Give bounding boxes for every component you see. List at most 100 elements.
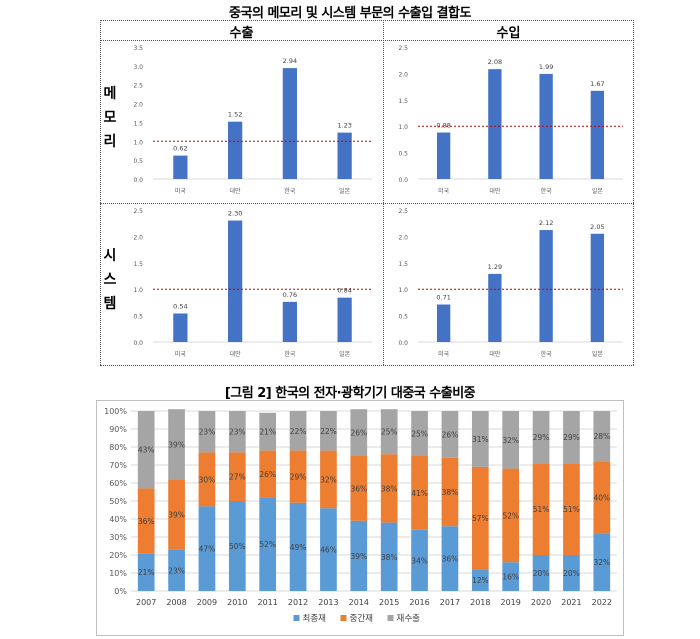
data-label: 23% [229,428,246,437]
x-tick-label: 2015 [379,598,399,607]
data-label: 1.99 [539,63,553,71]
data-label: 38% [381,553,398,562]
data-label: 16% [502,573,519,582]
y-tick-label: 0.0 [398,340,408,347]
stacked-bar-segment [137,553,155,591]
stacked-bar-segment [593,411,611,462]
x-tick-label: 2014 [349,598,369,607]
data-label: 22% [290,427,307,436]
legend-label: 재수출 [397,613,421,624]
y-tick-label: 2.5 [398,208,408,215]
y-tick-label: 1.5 [398,98,408,105]
data-label: 25% [411,430,428,439]
data-label: 28% [593,432,610,441]
data-label: 38% [442,488,459,497]
grid-line-right [633,20,634,365]
figure2-title: [그림 2] 한국의 전자·광학기기 대중국 수출비중 [224,386,476,401]
stacked-bar-segment [593,461,611,534]
stacked-bar-segment [471,569,489,591]
stacked-bar-segment [168,549,185,591]
data-label: 12% [472,576,489,585]
data-label: 32% [593,558,610,567]
y-tick-label: 0% [114,587,127,596]
legend-label: 최종재 [303,613,326,624]
row-header-system-char: 스 [103,272,117,288]
x-tick-label: 2013 [318,598,338,607]
data-label: 39% [350,552,367,561]
stacked-bar-segment [289,411,307,451]
y-tick-label: 0.5 [398,314,408,321]
data-label: 21% [259,428,276,437]
y-tick-label: 30% [109,533,127,542]
x-tick-label: 한국 [284,188,296,195]
data-label: 34% [411,556,428,565]
stacked-bar-segment [168,479,185,550]
data-label: 36% [442,555,459,564]
data-label: 40% [593,493,610,502]
data-label: 47% [199,545,216,554]
stacked-bar-segment [289,450,307,503]
bar [173,155,188,179]
data-label: 20% [563,569,580,578]
legend-swatch [387,615,394,621]
x-tick-label: 한국 [541,188,553,195]
y-tick-label: 40% [109,515,127,524]
y-tick-label: 0.5 [133,158,143,165]
y-tick-label: 0.0 [133,340,143,347]
y-tick-label: 90% [109,425,127,434]
y-tick-label: 3.5 [133,45,143,52]
grid-line-middle [100,203,634,204]
y-tick-label: 1.5 [133,261,143,268]
stacked-bar-segment [380,522,398,591]
figure1-title: 중국의 메모리 및 시스템 부문의 수출입 결합도 [229,6,471,21]
x-tick-label: 일본 [592,187,604,195]
legend-swatch [340,615,347,621]
y-tick-label: 20% [109,551,127,560]
data-label: 23% [168,566,185,575]
data-label: 1.52 [228,111,242,119]
data-label: 23% [199,428,216,437]
bar [539,230,553,342]
y-tick-label: 0.0 [133,177,143,184]
stacked-bar-segment [137,488,155,554]
stacked-bar-segment [289,502,307,591]
x-tick-label: 미국 [175,187,187,195]
data-label: 39% [168,440,185,449]
data-label: 32% [502,436,519,445]
row-header-system-char: 시 [103,248,117,264]
y-tick-label: 0.5 [133,314,143,321]
data-label: 49% [290,543,307,552]
stacked-bar-segment [411,456,428,530]
x-tick-label: 일본 [339,187,351,195]
data-label: 30% [199,475,216,484]
y-tick-label: 2.5 [398,45,408,52]
column-header-export: 수출 [229,26,254,41]
data-label: 51% [533,505,550,514]
data-label: 52% [502,511,519,520]
bar [590,90,605,179]
bar [228,121,243,179]
stacked-bar-segment [502,468,520,563]
stacked-bar-segment [198,411,216,453]
data-label: 27% [229,473,246,482]
grid-line-left [100,20,101,365]
grid-line-center [383,20,384,365]
x-tick-label: 미국 [175,350,187,358]
x-tick-label: 대만 [489,350,501,358]
stacked-bar-segment [532,411,550,464]
stacked-bar-segment [441,411,459,458]
data-label: 0.76 [283,291,297,299]
stacked-bar-segment [532,555,550,591]
x-tick-label: 2020 [531,598,551,607]
x-tick-label: 2017 [440,598,460,607]
stacked-bar-segment [320,508,337,591]
row-header-memory-char: 리 [103,134,117,150]
bar [337,132,352,179]
stacked-bar-segment [320,411,337,451]
export-share-chart-frame: 0% 10% 20% 30% 40% 50% 60% 70% 80% 90% 100% 21% 36% 4… [96,400,624,636]
data-label: 20% [533,569,550,578]
bar [282,68,297,179]
data-label: 0.54 [173,302,187,310]
y-tick-label: 80% [109,443,127,452]
data-label: 0.62 [173,145,187,153]
